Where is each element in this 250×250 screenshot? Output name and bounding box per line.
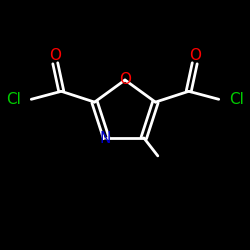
Text: N: N [100, 132, 111, 146]
Text: Cl: Cl [229, 92, 244, 107]
Text: Cl: Cl [6, 92, 21, 107]
Text: O: O [189, 48, 201, 63]
Text: O: O [49, 48, 61, 63]
Text: O: O [119, 72, 131, 86]
